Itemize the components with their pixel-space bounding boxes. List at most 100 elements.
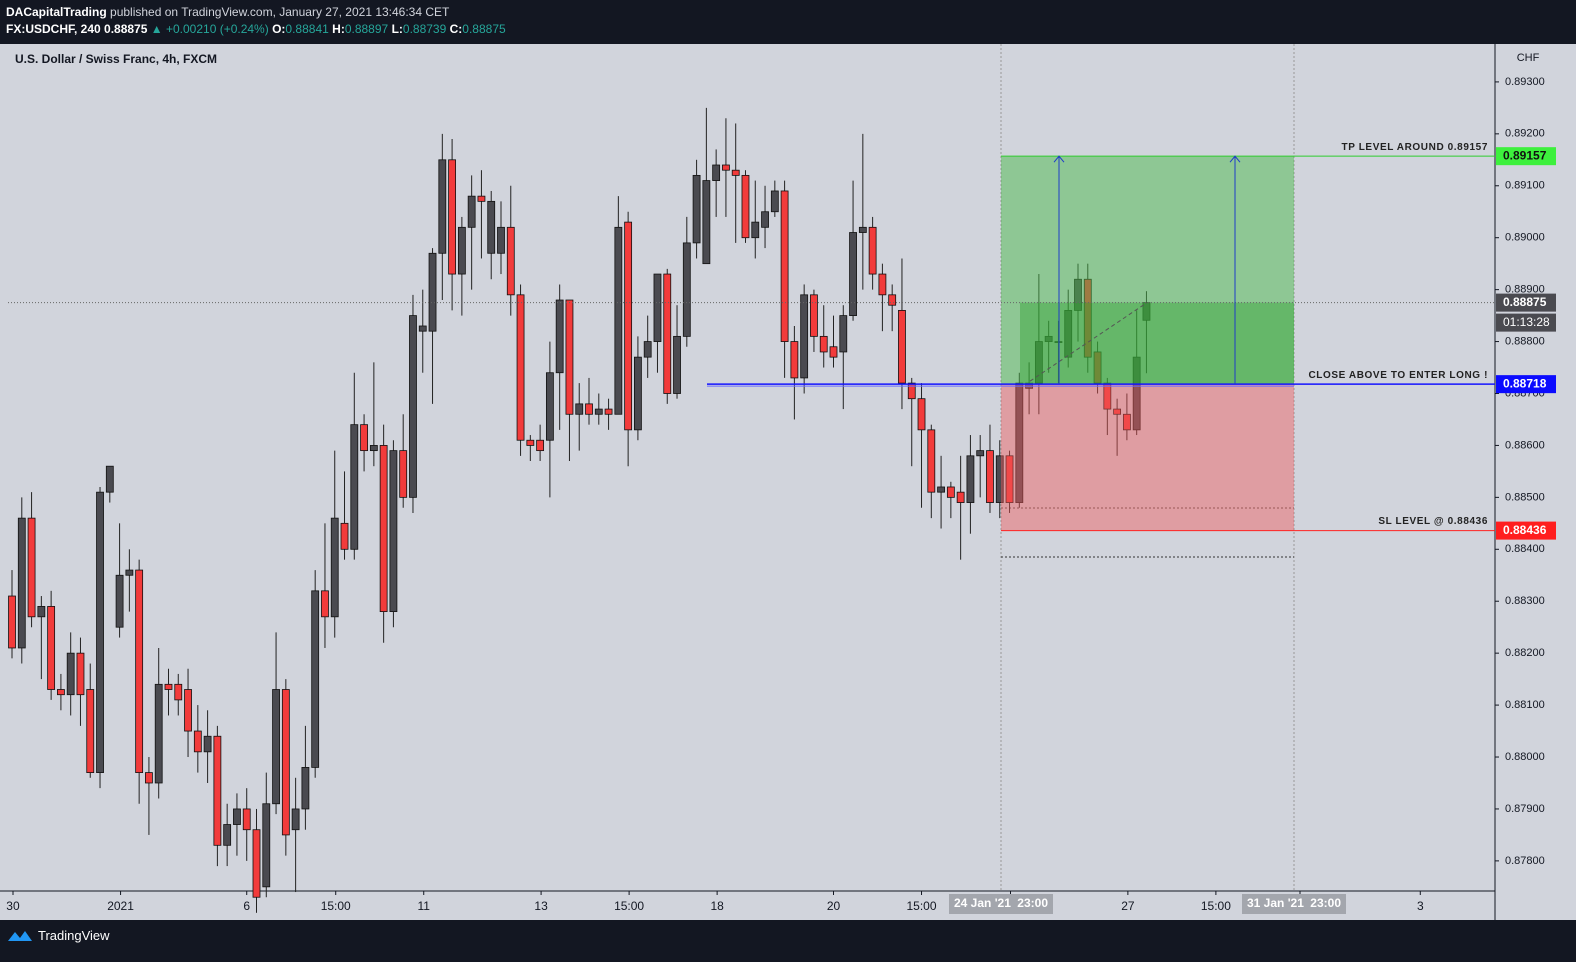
candle-body: [272, 689, 280, 805]
countdown: 01:13:28: [1503, 315, 1550, 329]
ohlc-value: 0.88841: [285, 22, 329, 36]
candle-body: [810, 294, 818, 337]
ohlc-key: O:: [272, 22, 286, 36]
ohlc-key: H:: [332, 22, 345, 36]
candle-body: [634, 356, 642, 431]
candle-body: [594, 408, 603, 415]
candle-body: [154, 683, 163, 784]
candle-body: [17, 517, 26, 649]
x-tick-label: 20: [827, 899, 841, 913]
candle-body: [457, 226, 466, 275]
candle-body: [125, 569, 134, 576]
x-tick-label: 15:00: [321, 899, 351, 913]
candle-body: [57, 689, 65, 696]
candle-body: [242, 808, 251, 831]
entry-tag: 0.88718: [1503, 376, 1547, 390]
candle-body: [193, 730, 202, 753]
trend-dash: [1029, 302, 1148, 382]
y-tick-label: 0.88000: [1505, 751, 1545, 763]
candle-body: [545, 372, 554, 441]
candle-body: [946, 486, 955, 498]
candle-body: [86, 689, 95, 773]
candle-body: [839, 315, 848, 353]
candle-body: [653, 273, 662, 342]
ohlc-key: C:: [449, 22, 463, 36]
candle-body: [164, 683, 173, 690]
y-tick-label: 0.88400: [1505, 543, 1545, 555]
annotation: SL LEVEL @ 0.88436: [1378, 516, 1488, 527]
candle-body: [575, 403, 584, 415]
candle-body: [565, 299, 574, 415]
candle-body: [428, 252, 437, 332]
candle-body: [145, 772, 153, 784]
y-tick-label: 0.88300: [1505, 595, 1545, 607]
candle-body: [516, 294, 525, 441]
candle-body: [643, 341, 652, 358]
arrow-head: [1229, 155, 1241, 163]
candle-body: [966, 455, 975, 503]
candle-body: [174, 683, 183, 701]
candle-body: [66, 652, 75, 696]
ohlc-value: 0.88897: [344, 22, 389, 36]
candle-body: [585, 403, 593, 415]
x-tick-label: 27: [1121, 899, 1135, 913]
candle-body: [878, 273, 887, 296]
last: 0.88875: [104, 22, 148, 36]
x-tick-label: 3: [1417, 899, 1424, 913]
target-tag: 0.89157: [1503, 148, 1547, 162]
candle-body: [761, 211, 769, 228]
x-tick-label: 15:00: [1201, 899, 1231, 913]
x-tick-label: 6: [243, 899, 250, 913]
candle-body: [340, 522, 349, 550]
x-tick-label: 15:00: [907, 899, 937, 913]
candle-body: [1113, 408, 1122, 415]
candle-body: [399, 450, 408, 498]
entry-tag-bg: [1496, 375, 1556, 394]
candle-body: [203, 735, 212, 753]
candle-body: [105, 465, 114, 493]
range-label-bg: [1242, 894, 1346, 914]
unit: CHF: [1517, 52, 1540, 64]
candle-body: [898, 310, 906, 384]
candle-body: [770, 190, 779, 213]
published: published on TradingView.com, January 27…: [110, 5, 450, 19]
range-label-time: 23:00: [1017, 896, 1048, 910]
range-label-date: 31 Jan '21: [1247, 896, 1304, 910]
candle-body: [330, 517, 339, 618]
candle-body: [780, 190, 789, 342]
brand: TradingView: [38, 928, 110, 943]
open-profit-zone: [1020, 302, 1294, 385]
countdown-bg: [1496, 313, 1556, 332]
y-tick-label: 0.89300: [1505, 76, 1545, 88]
range-label-date: 24 Jan '21: [954, 896, 1011, 910]
ohlc-value: 0.88875: [462, 22, 506, 36]
candle-body: [927, 429, 936, 493]
last-price-tag: 0.88875: [1503, 295, 1547, 309]
candle-body: [986, 450, 994, 503]
candle-body: [1005, 455, 1014, 503]
candle-body: [956, 491, 965, 503]
candle-body: [252, 829, 261, 898]
candle-body: [751, 221, 760, 239]
candle-body: [262, 803, 271, 888]
candle-body: [692, 174, 701, 244]
candle-body: [321, 590, 329, 618]
candle-body: [47, 606, 56, 690]
candle-body: [448, 159, 456, 275]
x-tick-label: 15:00: [614, 899, 644, 913]
candle-body: [497, 226, 505, 254]
candle-body: [115, 574, 124, 628]
candle-body: [301, 767, 310, 810]
candle-body: [350, 424, 359, 550]
logo: [8, 930, 32, 941]
change: ▲ +0.00210 (+0.24%): [150, 22, 269, 36]
candle-body: [976, 450, 985, 457]
candle-body: [673, 335, 681, 394]
candle-body: [360, 424, 368, 452]
candle-body: [604, 408, 613, 415]
candle-body: [233, 808, 241, 825]
candle-body: [614, 226, 623, 415]
range-label-time: 23:00: [1310, 896, 1341, 910]
candle-body: [223, 824, 232, 846]
